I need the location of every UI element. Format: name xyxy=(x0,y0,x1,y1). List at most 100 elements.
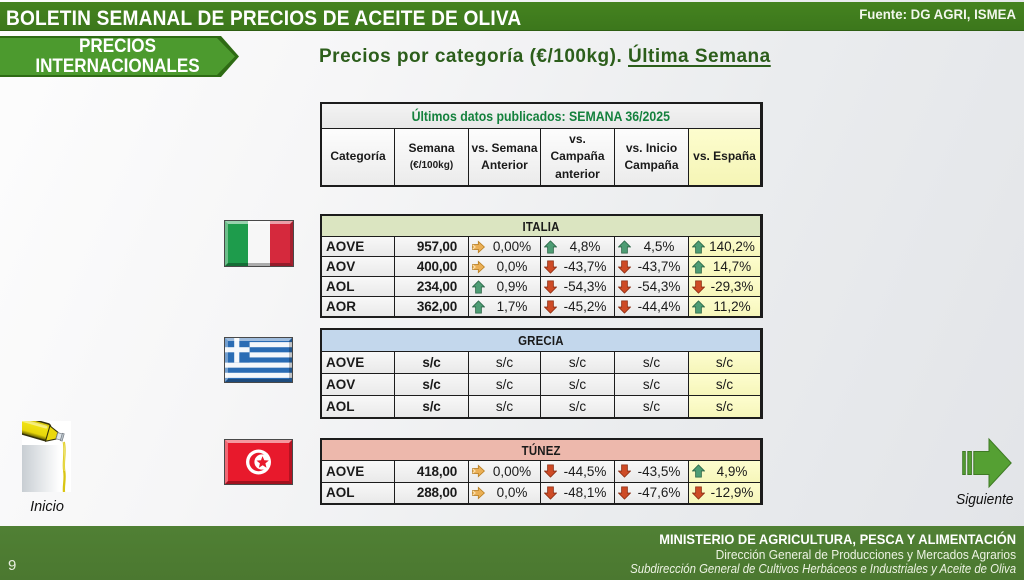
pct-value: 140,2% xyxy=(709,239,755,254)
pct-value: 1,7% xyxy=(496,299,528,314)
down-arrow-icon xyxy=(544,299,557,314)
pct-value: 4,8% xyxy=(569,239,601,254)
pct-value: -44,4% xyxy=(637,299,681,314)
pct-value: -43,7% xyxy=(637,259,681,274)
value-cell: 362,00 xyxy=(395,297,468,316)
pct-value: 0,00% xyxy=(492,463,532,479)
greece-flag-icon xyxy=(224,337,293,388)
down-arrow-icon xyxy=(618,486,631,500)
column-header: vs. Campaña anterior xyxy=(541,129,614,185)
ministry-name: MINISTERIO DE AGRICULTURA, PESCA Y ALIME… xyxy=(659,531,1016,547)
down-arrow-icon xyxy=(618,259,631,274)
pct-cell: s/c xyxy=(615,374,688,395)
column-label: Semana xyxy=(408,140,455,155)
tab-line1: PRECIOS xyxy=(79,36,156,57)
footer-bar: MINISTERIO DE AGRICULTURA, PESCA Y ALIME… xyxy=(0,526,1024,580)
precios-internacionales-tab[interactable]: PRECIOS INTERNACIONALES xyxy=(0,36,239,77)
pct-value: s/c xyxy=(495,377,514,392)
value-cell: 418,00 xyxy=(395,461,468,482)
pct-cell: 140,2% xyxy=(689,237,760,256)
value-cell: 288,00 xyxy=(395,482,468,503)
tunisia-flag-icon xyxy=(224,439,293,490)
section-band: ITALIA xyxy=(322,216,760,236)
pct-value: s/c xyxy=(715,355,734,370)
pct-value: -45,2% xyxy=(563,299,607,314)
pct-cell: 0,00% xyxy=(469,461,540,482)
up-arrow-icon xyxy=(618,239,631,254)
pct-value: -44,5% xyxy=(563,463,607,479)
category-cell: AOVE xyxy=(322,237,394,256)
italy-flag-icon xyxy=(224,220,294,272)
pct-value: -54,3% xyxy=(563,279,607,294)
pct-cell: s/c xyxy=(615,352,688,373)
pct-value: 4,5% xyxy=(643,239,675,254)
column-label: Categoría xyxy=(330,149,386,164)
pct-cell: -43,7% xyxy=(541,257,614,276)
value-cell: s/c xyxy=(395,352,468,373)
down-arrow-icon xyxy=(618,279,631,294)
pct-value: 0,0% xyxy=(496,259,528,274)
siguiente-arrow-button[interactable] xyxy=(962,436,1012,490)
pct-value: -47,6% xyxy=(637,485,681,501)
pct-value: s/c xyxy=(642,399,661,414)
pct-cell: s/c xyxy=(541,396,614,417)
olive-oil-image[interactable] xyxy=(11,414,71,493)
pct-value: s/c xyxy=(568,377,587,392)
section-band: TÚNEZ xyxy=(322,440,760,460)
column-label: vs. Semana Anterior xyxy=(471,140,538,173)
pct-value: -54,3% xyxy=(637,279,681,294)
page-number: 9 xyxy=(8,557,17,574)
pct-cell: s/c xyxy=(615,396,688,417)
pct-cell: 0,00% xyxy=(469,237,540,256)
pct-value: s/c xyxy=(495,399,514,414)
pct-cell: s/c xyxy=(469,396,540,417)
pct-value: 0,9% xyxy=(496,279,528,294)
right-arrow-icon xyxy=(472,240,485,253)
page-title-underlined: Última Semana xyxy=(628,46,771,67)
pct-cell: -47,6% xyxy=(615,482,688,503)
pct-value: s/c xyxy=(568,355,587,370)
pct-value: -12,9% xyxy=(710,485,754,501)
pct-value: s/c xyxy=(642,377,661,392)
down-arrow-icon xyxy=(544,464,557,478)
column-label: vs. España xyxy=(693,149,756,164)
data-source-label: Fuente: DG AGRI, ISMEA xyxy=(859,7,1016,22)
flag-bevel xyxy=(224,439,293,485)
pct-value: s/c xyxy=(715,377,734,392)
value-cell: 957,00 xyxy=(395,237,468,256)
footer-text-block: MINISTERIO DE AGRICULTURA, PESCA Y ALIME… xyxy=(592,531,1016,578)
inicio-link[interactable]: Inicio xyxy=(30,499,64,515)
pct-cell: s/c xyxy=(689,374,760,395)
pct-cell: s/c xyxy=(689,352,760,373)
pct-value: s/c xyxy=(495,355,514,370)
pct-value: s/c xyxy=(642,355,661,370)
column-header: vs. Semana Anterior xyxy=(469,129,540,185)
value-cell: 234,00 xyxy=(395,277,468,296)
pct-cell: -44,4% xyxy=(615,297,688,316)
pct-value: 4,9% xyxy=(716,463,748,479)
right-arrow-icon xyxy=(472,260,485,273)
pct-cell: s/c xyxy=(541,352,614,373)
pct-cell: s/c xyxy=(689,396,760,417)
pct-cell: s/c xyxy=(469,352,540,373)
published-label: Últimos datos publicados: SEMANA 36/2025 xyxy=(411,108,671,124)
published-row: Últimos datos publicados: SEMANA 36/2025 xyxy=(322,104,760,128)
down-arrow-icon xyxy=(618,299,631,314)
pct-cell: -48,1% xyxy=(541,482,614,503)
column-label: vs. Campaña anterior xyxy=(550,131,605,181)
down-arrow-icon xyxy=(618,464,631,478)
siguiente-link[interactable]: Siguiente xyxy=(955,492,1013,508)
pct-value: 0,00% xyxy=(492,239,532,254)
up-arrow-icon xyxy=(544,239,557,254)
pct-value: -43,7% xyxy=(563,259,607,274)
up-arrow-icon xyxy=(692,239,705,254)
value-cell: s/c xyxy=(395,374,468,395)
down-arrow-icon xyxy=(544,486,557,500)
column-header: Semana (€/100kg) xyxy=(395,129,468,185)
up-arrow-icon xyxy=(472,299,485,314)
category-cell: AOR xyxy=(322,297,394,316)
up-arrow-icon xyxy=(692,464,705,478)
column-header: vs. Inicio Campaña xyxy=(615,129,688,185)
column-header: vs. España xyxy=(689,129,760,185)
pct-value: 11,2% xyxy=(713,299,751,314)
